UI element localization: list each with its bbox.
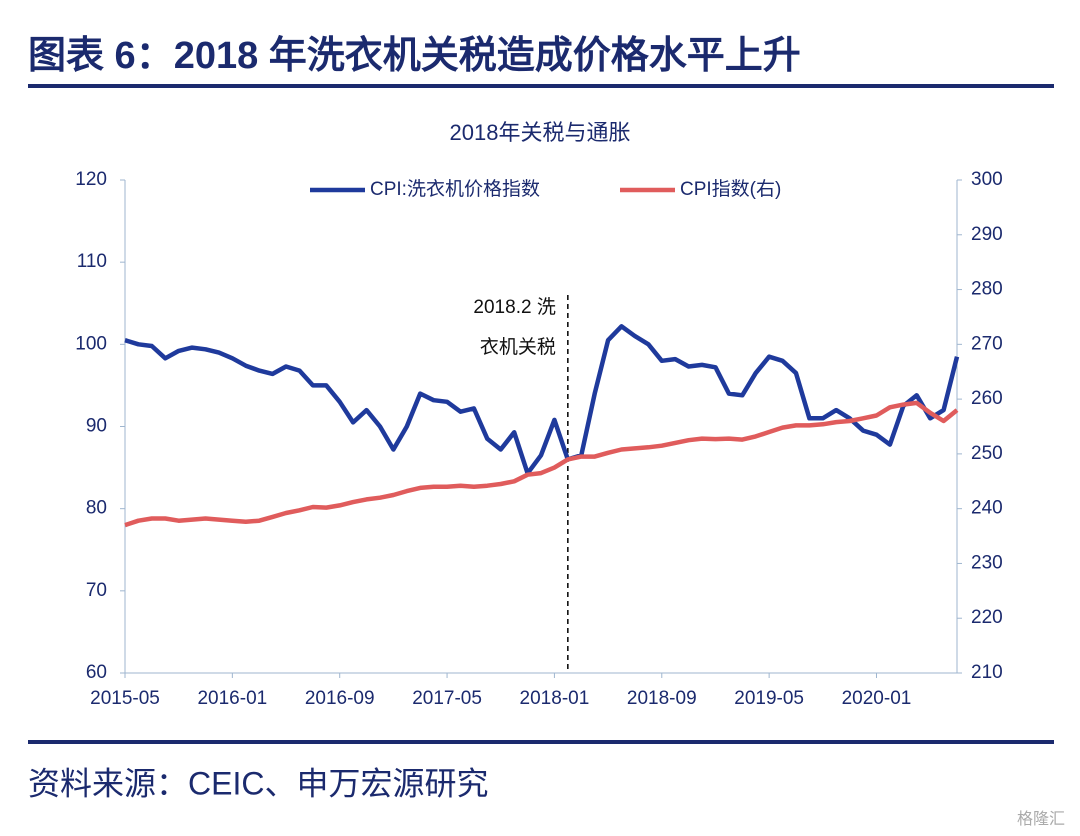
y2-tick-label: 250 (971, 443, 1003, 464)
x-tick-label: 2016-01 (197, 688, 267, 709)
annotation: 衣机关税 (480, 336, 556, 358)
x-tick-label: 2019-05 (734, 688, 804, 709)
page-title: 图表 6：2018 年洗衣机关税造成价格水平上升 (28, 35, 801, 77)
y2-tick-label: 260 (971, 388, 1003, 409)
line-series (124, 324, 960, 476)
x-tick-label: 2018-09 (627, 688, 697, 709)
y-tick-label: 120 (75, 169, 107, 190)
x-tick-label: 2020-01 (842, 688, 912, 709)
annotation: 2018.2 洗 (473, 296, 555, 318)
y2-tick-label: 230 (971, 552, 1003, 573)
source: 资料来源：CEIC、申万宏源研究 (28, 765, 488, 801)
source-rule (28, 740, 1054, 744)
y-tick-label: 70 (86, 580, 107, 601)
y2-tick-label: 240 (971, 498, 1003, 519)
y-tick-label: 80 (86, 498, 107, 519)
y-tick-label: 60 (86, 662, 107, 683)
x-tick-label: 2016-09 (305, 688, 375, 709)
line-series (124, 400, 959, 528)
title-rule (28, 84, 1054, 88)
legend-label: CPI:洗衣机价格指数 (370, 178, 540, 200)
y-tick-label: 110 (77, 251, 107, 272)
y-tick-label: 90 (86, 416, 107, 437)
y2-tick-label: 270 (971, 333, 1003, 354)
y2-tick-label: 280 (971, 279, 1003, 300)
legend-label: CPI指数(右) (680, 178, 781, 200)
y2-tick-label: 300 (971, 169, 1003, 190)
x-tick-label: 2018-01 (520, 688, 590, 709)
x-tick-label: 2015-05 (90, 688, 160, 709)
x-tick-label: 2017-05 (412, 688, 482, 709)
y2-tick-label: 220 (971, 607, 1003, 628)
y2-tick-label: 290 (971, 224, 1003, 245)
y2-tick-label: 210 (971, 662, 1003, 683)
chart-title: 2018年关税与通胀 (450, 120, 631, 145)
watermark: 格隆汇 (1017, 810, 1065, 828)
y-tick-label: 100 (75, 333, 107, 354)
